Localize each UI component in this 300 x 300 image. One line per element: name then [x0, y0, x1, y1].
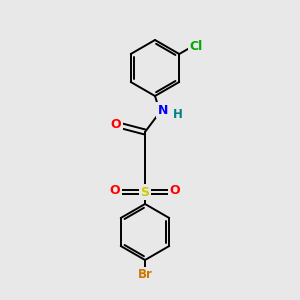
Text: S: S — [140, 185, 149, 199]
Text: Cl: Cl — [190, 40, 203, 52]
Text: H: H — [173, 107, 183, 121]
Text: N: N — [158, 103, 168, 116]
Text: O: O — [110, 184, 120, 197]
Text: O: O — [170, 184, 180, 197]
Text: Br: Br — [138, 268, 152, 281]
Text: O: O — [111, 118, 121, 131]
